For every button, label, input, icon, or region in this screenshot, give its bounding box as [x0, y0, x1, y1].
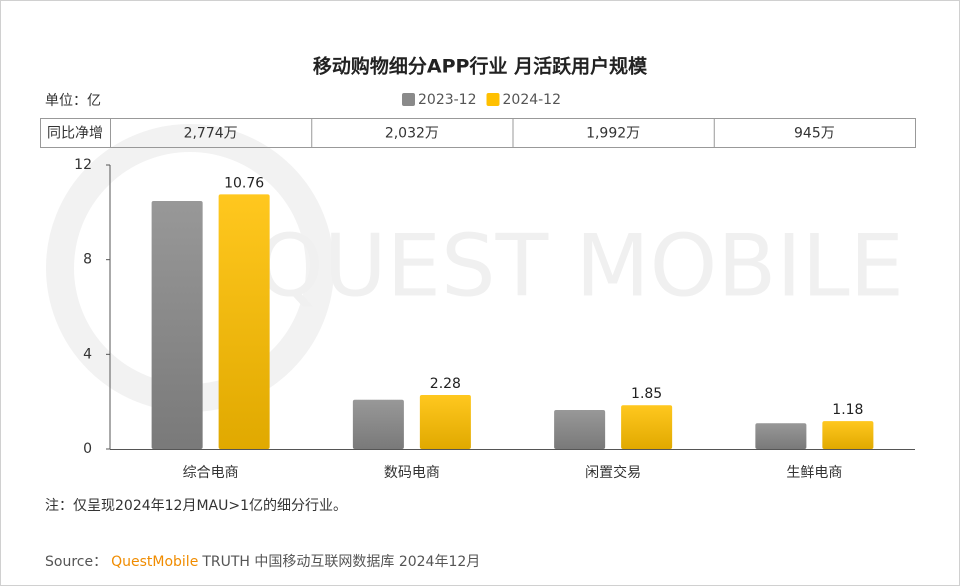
y-tick-label: 0 [83, 441, 92, 457]
y-tick-label: 8 [83, 252, 92, 268]
legend-label: 2023-12 [418, 92, 477, 108]
source-prefix: Source： [45, 554, 107, 570]
bar-shade [352, 399, 404, 449]
table-cell: 945万 [794, 126, 835, 142]
source-brand: QuestMobile [111, 554, 198, 570]
table-cell: 1,992万 [586, 126, 640, 142]
data-label: 10.76 [224, 175, 264, 191]
unit-label: 单位：亿 [45, 93, 101, 109]
table-row-label: 同比净增 [47, 126, 103, 142]
table-cell: 2,774万 [184, 126, 238, 142]
bar-shade [218, 194, 270, 449]
bar-shade [419, 395, 471, 449]
data-label: 1.85 [631, 386, 662, 402]
legend-swatch [486, 93, 500, 106]
x-tick-label: 生鲜电商 [786, 465, 842, 481]
table-cell: 2,032万 [385, 126, 439, 142]
bar-shade [755, 423, 807, 449]
x-tick-label: 数码电商 [384, 465, 440, 481]
y-tick-label: 12 [74, 157, 92, 173]
x-tick-label: 综合电商 [183, 465, 239, 481]
bar-shade [151, 200, 203, 449]
chart-title: 移动购物细分APP行业 月活跃用户规模 [313, 55, 648, 78]
y-tick-label: 4 [83, 346, 92, 362]
bar-shade [621, 405, 673, 449]
note: 注：仅呈现2024年12月MAU>1亿的细分行业。 [45, 498, 347, 514]
source: Source： QuestMobile TRUTH 中国移动互联网数据库 2024年… [45, 554, 480, 570]
bar-shade [554, 409, 606, 449]
bar-shade [822, 421, 874, 449]
legend-swatch [402, 93, 415, 106]
table-border [40, 118, 916, 148]
data-label: 1.18 [832, 402, 863, 418]
watermark: QUEST MOBILE [256, 216, 904, 316]
legend-label: 2024-12 [503, 92, 562, 108]
source-text: TRUTH 中国移动互联网数据库 2024年12月 [201, 554, 480, 570]
x-tick-label: 闲置交易 [585, 464, 641, 481]
data-label: 2.28 [430, 376, 461, 392]
